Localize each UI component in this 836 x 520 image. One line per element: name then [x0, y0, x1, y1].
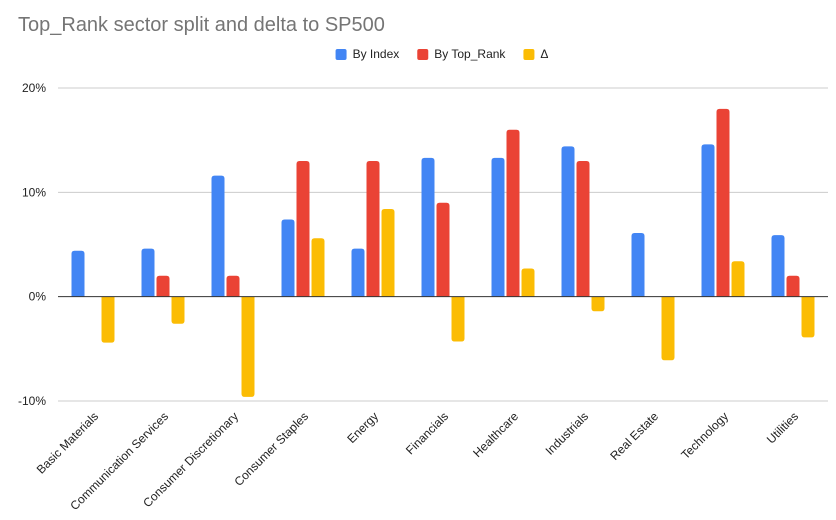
bar-Δ — [801, 296, 815, 338]
y-tick-label: 0% — [29, 290, 47, 304]
x-tick-label: Industrials — [543, 409, 592, 458]
legend-swatch — [417, 49, 429, 60]
x-tick-label: Financials — [403, 409, 451, 457]
y-tick-label: 10% — [22, 185, 46, 199]
x-tick-label: Basic Materials — [34, 409, 101, 476]
bar-By Top_Rank — [786, 275, 800, 297]
bar-By Top_Rank — [716, 108, 730, 297]
y-tick-label: -10% — [18, 394, 46, 408]
x-tick-label: Energy — [344, 409, 381, 446]
bar-Δ — [381, 209, 395, 297]
bar-By Index — [141, 248, 155, 297]
bar-By Index — [491, 157, 505, 297]
bar-By Top_Rank — [366, 161, 380, 297]
bar-By Top_Rank — [156, 275, 170, 297]
chart-title: Top_Rank sector split and delta to SP500 — [18, 14, 385, 36]
x-tick-label: Consumer Staples — [231, 409, 311, 489]
bar-By Index — [561, 146, 575, 297]
x-tick-label: Utilities — [764, 409, 801, 446]
bar-Δ — [101, 296, 115, 343]
bar-By Index — [211, 175, 225, 297]
legend: By Index By Top_Rank Δ — [335, 47, 548, 61]
legend-label: By Index — [353, 47, 400, 61]
bar-By Top_Rank — [576, 161, 590, 297]
bar-Δ — [731, 261, 745, 297]
gridlines — [58, 87, 828, 402]
legend-label: By Top_Rank — [434, 47, 506, 61]
bar-By Top_Rank — [506, 129, 520, 297]
bar-By Index — [71, 250, 85, 297]
bars — [71, 108, 815, 397]
legend-swatch — [523, 49, 535, 60]
bar-By Top_Rank — [436, 202, 450, 297]
legend-item[interactable]: Δ — [523, 47, 548, 61]
bar-Δ — [241, 296, 255, 397]
bar-By Index — [631, 233, 645, 297]
y-axis: -10% 0% 10% 20% — [18, 81, 46, 408]
bar-By Index — [281, 219, 295, 297]
bar-By Top_Rank — [296, 161, 310, 297]
bar-By Index — [701, 144, 715, 297]
x-tick-label: Healthcare — [470, 409, 521, 460]
bar-Δ — [311, 238, 325, 297]
legend-item[interactable]: By Top_Rank — [417, 47, 506, 61]
bar-Δ — [171, 296, 185, 324]
legend-item[interactable]: By Index — [335, 47, 400, 61]
bar-By Top_Rank — [226, 275, 240, 297]
bar-Δ — [521, 268, 535, 297]
legend-label: Δ — [540, 47, 548, 61]
bar-By Index — [421, 157, 435, 297]
x-tick-label: Real Estate — [607, 409, 661, 463]
x-tick-label: Technology — [678, 409, 731, 462]
bar-Δ — [451, 296, 465, 342]
bar-Δ — [591, 296, 605, 312]
bar-Δ — [661, 296, 675, 361]
y-tick-label: 20% — [22, 81, 46, 95]
bar-By Index — [351, 248, 365, 297]
bar-By Index — [771, 235, 785, 297]
legend-swatch — [335, 49, 347, 60]
